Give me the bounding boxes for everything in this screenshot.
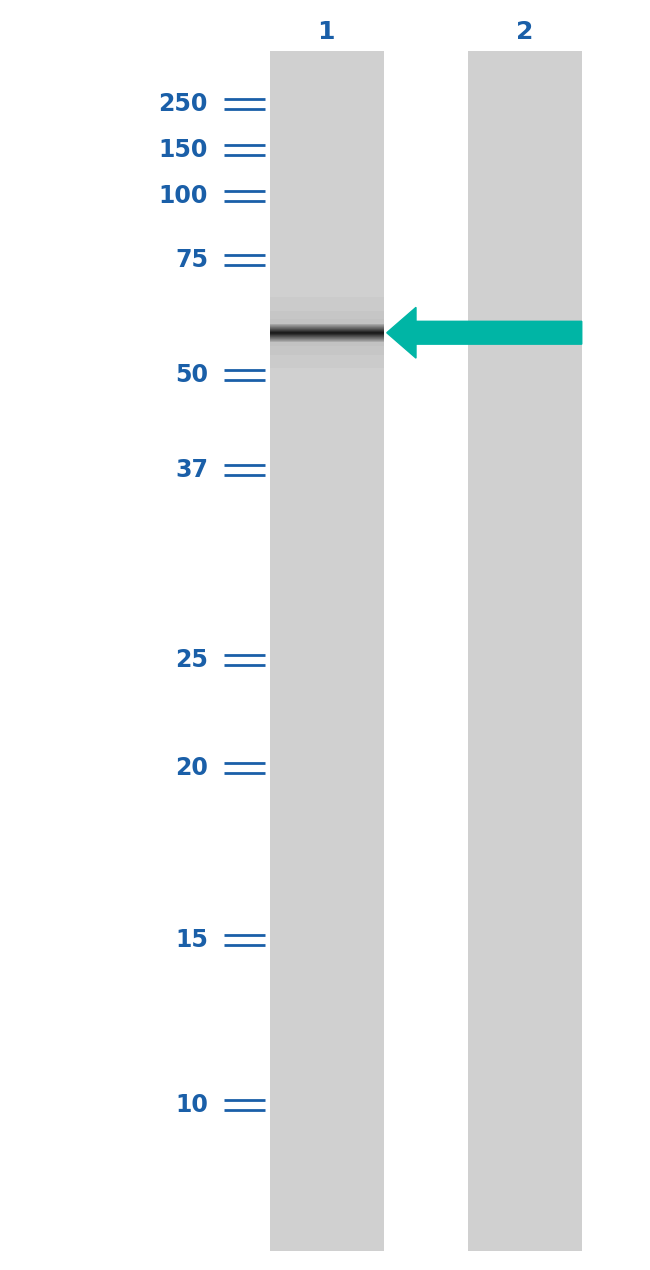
Text: 25: 25 — [175, 649, 208, 672]
FancyArrow shape — [387, 307, 582, 358]
Text: 1: 1 — [318, 20, 335, 43]
Text: 75: 75 — [175, 249, 208, 272]
Text: 50: 50 — [175, 363, 208, 386]
Text: 100: 100 — [159, 184, 208, 207]
Text: 250: 250 — [159, 93, 208, 116]
Bar — [270, 51, 384, 1251]
Bar — [468, 51, 582, 1251]
Text: 2: 2 — [516, 20, 533, 43]
Text: 20: 20 — [175, 757, 208, 780]
Text: 37: 37 — [175, 458, 208, 481]
Bar — [270, 311, 384, 354]
Bar — [270, 319, 384, 347]
Text: 10: 10 — [175, 1093, 208, 1116]
Bar — [270, 297, 384, 368]
Text: 15: 15 — [175, 928, 208, 951]
Text: 150: 150 — [159, 138, 208, 161]
